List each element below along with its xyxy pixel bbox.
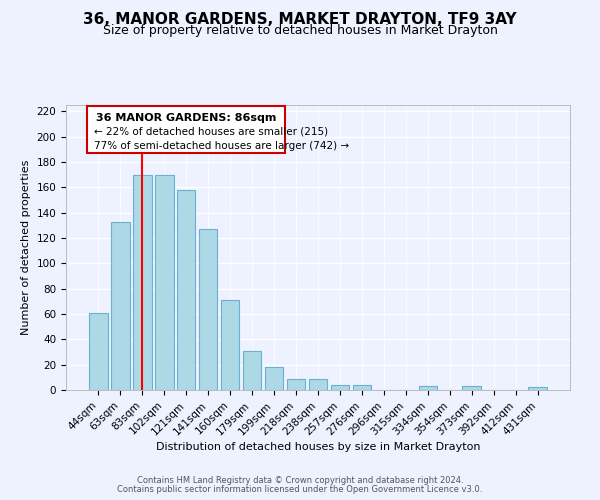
Text: Size of property relative to detached houses in Market Drayton: Size of property relative to detached ho… bbox=[103, 24, 497, 37]
X-axis label: Distribution of detached houses by size in Market Drayton: Distribution of detached houses by size … bbox=[156, 442, 480, 452]
Bar bbox=[221, 300, 239, 390]
Bar bbox=[133, 174, 152, 390]
Text: Contains public sector information licensed under the Open Government Licence v3: Contains public sector information licen… bbox=[118, 485, 482, 494]
Text: Contains HM Land Registry data © Crown copyright and database right 2024.: Contains HM Land Registry data © Crown c… bbox=[137, 476, 463, 485]
Bar bbox=[199, 229, 217, 390]
Text: 36 MANOR GARDENS: 86sqm: 36 MANOR GARDENS: 86sqm bbox=[96, 112, 277, 122]
FancyBboxPatch shape bbox=[87, 106, 285, 153]
Bar bbox=[111, 222, 130, 390]
Text: ← 22% of detached houses are smaller (215): ← 22% of detached houses are smaller (21… bbox=[94, 126, 328, 136]
Bar bbox=[243, 350, 262, 390]
Bar bbox=[308, 378, 328, 390]
Y-axis label: Number of detached properties: Number of detached properties bbox=[21, 160, 31, 335]
Bar bbox=[353, 385, 371, 390]
Bar bbox=[529, 388, 547, 390]
Bar bbox=[331, 385, 349, 390]
Bar bbox=[265, 367, 283, 390]
Bar bbox=[419, 386, 437, 390]
Bar bbox=[89, 312, 107, 390]
Bar bbox=[287, 378, 305, 390]
Text: 36, MANOR GARDENS, MARKET DRAYTON, TF9 3AY: 36, MANOR GARDENS, MARKET DRAYTON, TF9 3… bbox=[83, 12, 517, 28]
Text: 77% of semi-detached houses are larger (742) →: 77% of semi-detached houses are larger (… bbox=[94, 140, 349, 150]
Bar bbox=[155, 174, 173, 390]
Bar bbox=[463, 386, 481, 390]
Bar bbox=[177, 190, 196, 390]
